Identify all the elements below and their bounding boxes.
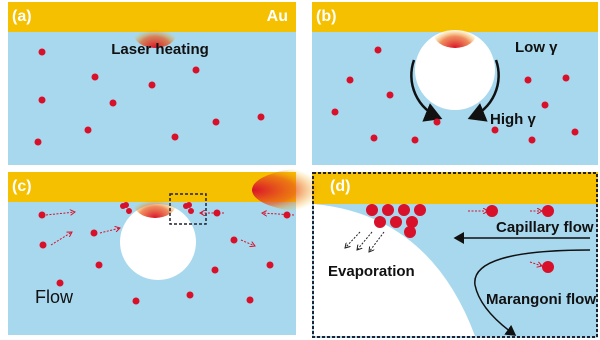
nanoparticle [57, 280, 64, 287]
nanoparticle [39, 212, 46, 219]
nanoparticle [412, 137, 419, 144]
panel-label: (c) [12, 178, 32, 195]
annotation: Evaporation [328, 263, 415, 280]
nanoparticle [374, 216, 386, 228]
nanoparticle [149, 82, 156, 89]
nanoparticle [193, 67, 200, 74]
nanoparticle [542, 102, 549, 109]
caption: Laser heating [111, 41, 209, 58]
nanoparticle [39, 97, 46, 104]
nanoparticle [39, 49, 46, 56]
panel-d: (d) Evaporation Capillary flow Marangoni… [252, 168, 598, 338]
panel-label: (b) [316, 8, 336, 25]
nanoparticle [382, 204, 394, 216]
nanoparticle [406, 216, 418, 228]
nanoparticle [85, 127, 92, 134]
panel-label: (d) [330, 178, 350, 195]
nanoparticle [123, 202, 129, 208]
annotation: Capillary flow [496, 219, 594, 236]
nanoparticle [525, 77, 532, 84]
nanoparticle [212, 267, 219, 274]
nanoparticle [92, 74, 99, 81]
panel-label: (a) [12, 8, 32, 25]
nanoparticle [40, 242, 47, 249]
nanoparticle [529, 137, 536, 144]
nanoparticle [247, 297, 254, 304]
figure: (a) Au Laser heating (b) Low γ High γ (c… [0, 0, 600, 340]
nanoparticle [35, 139, 42, 146]
nanoparticle [390, 216, 402, 228]
gold-label: Au [267, 8, 288, 25]
nanoparticle [387, 92, 394, 99]
hot-spot [433, 16, 477, 48]
nanoparticle [133, 298, 140, 305]
nanoparticle [492, 127, 499, 134]
nanoparticle [91, 230, 98, 237]
nanoparticle [542, 205, 554, 217]
hot-spot [252, 168, 372, 212]
nanoparticle [172, 134, 179, 141]
caption: Flow [35, 287, 74, 307]
nanoparticle [188, 208, 194, 214]
nanoparticle [213, 119, 220, 126]
nanoparticle [126, 208, 132, 214]
nanoparticle [347, 77, 354, 84]
panel-b: (b) Low γ High γ [312, 2, 598, 165]
nanoparticle [371, 135, 378, 142]
nanoparticle [267, 262, 274, 269]
nanoparticle [434, 119, 441, 126]
nanoparticle [486, 205, 498, 217]
nanoparticle [187, 292, 194, 299]
nanoparticle [404, 226, 416, 238]
nanoparticle [414, 204, 426, 216]
nanoparticle [110, 100, 117, 107]
nanoparticle [96, 262, 103, 269]
nanoparticle [542, 261, 554, 273]
nanoparticle [332, 109, 339, 116]
annotation: Low γ [515, 39, 558, 56]
nanoparticle [186, 202, 192, 208]
panel-c: (c) Flow [8, 172, 296, 335]
nanoparticle [366, 204, 378, 216]
nanoparticle [375, 47, 382, 54]
nanoparticle [563, 75, 570, 82]
nanoparticle [572, 129, 579, 136]
nanoparticle [398, 204, 410, 216]
nanoparticle [231, 237, 238, 244]
annotation: Marangoni flow [486, 291, 596, 308]
annotation: High γ [490, 111, 536, 128]
nanoparticle [258, 114, 265, 121]
